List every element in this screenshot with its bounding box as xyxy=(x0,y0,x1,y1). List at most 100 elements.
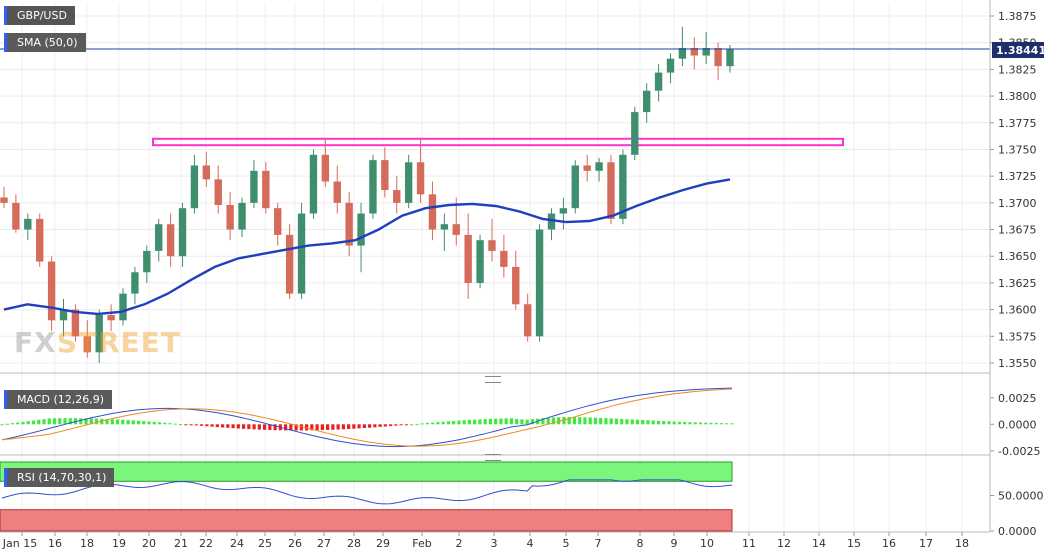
candle xyxy=(190,154,199,214)
candle-body xyxy=(476,240,484,283)
candle-body xyxy=(535,229,544,337)
candle xyxy=(274,202,282,246)
macd-histogram-bar xyxy=(268,424,272,430)
rsi-overbought-band xyxy=(0,461,733,482)
macd-histogram-bar xyxy=(520,419,524,425)
sma-path xyxy=(3,178,731,316)
pane-resize-handle-macd[interactable] xyxy=(485,376,501,383)
candle xyxy=(285,224,294,299)
rsi-bands xyxy=(0,461,733,532)
macd-axis: 0.0025 0.0000 -0.0025 xyxy=(990,392,1040,458)
candle xyxy=(428,181,437,241)
macd-histogram-bar xyxy=(588,417,592,425)
macd-histogram-bar xyxy=(68,418,72,425)
price-tick-label: 1.3650 xyxy=(998,250,1037,263)
time-tick-label: 18 xyxy=(80,537,94,550)
macd-histogram-bar xyxy=(52,418,57,425)
time-tick-label: 29 xyxy=(376,537,390,550)
candle-body xyxy=(571,165,579,209)
macd-histogram-bar xyxy=(425,422,429,425)
candle-body xyxy=(619,154,627,219)
candle xyxy=(535,224,544,342)
candle-body xyxy=(714,48,722,67)
candle xyxy=(155,218,163,262)
instrument-tag[interactable]: GBP/USD xyxy=(4,6,75,25)
macd-histogram-bar xyxy=(431,422,435,425)
macd-histogram-bar xyxy=(152,421,156,425)
time-tick-label: 4 xyxy=(527,537,534,550)
time-tick-label: 9 xyxy=(671,537,678,550)
macd-histogram-bar xyxy=(404,424,408,426)
macd-tag[interactable]: MACD (12,26,9) xyxy=(4,390,113,409)
macd-histogram-bar xyxy=(483,419,487,425)
candle-body xyxy=(369,160,377,214)
candle xyxy=(47,256,56,331)
macd-histogram-bar xyxy=(641,419,645,425)
candle xyxy=(0,186,8,209)
macd-histogram-bar xyxy=(541,418,545,425)
macd-histogram-bar xyxy=(289,424,293,431)
candle-body xyxy=(83,336,92,353)
macd-histogram-bar xyxy=(551,417,556,425)
macd-histogram-bar xyxy=(719,423,724,425)
candle xyxy=(59,298,68,337)
macd-histogram-bar xyxy=(473,419,477,425)
macd-histogram-bar xyxy=(257,424,261,430)
macd-histogram-bar xyxy=(336,424,340,430)
price-tick-label: 1.3575 xyxy=(998,330,1037,343)
macd-histogram-bar xyxy=(110,419,114,425)
time-tick-label: Jan 15 xyxy=(2,537,37,550)
time-axis: Jan 15 16 18 19 20 21 22 24 25 26 27 28 29 Feb 2 3 4 5 7 8 9… xyxy=(2,532,969,550)
macd-histogram-bar xyxy=(347,424,351,429)
candle xyxy=(345,192,353,257)
time-tick-label: 2 xyxy=(456,537,463,550)
macd-histogram-bar xyxy=(578,417,582,425)
candle xyxy=(12,194,20,233)
candle-body xyxy=(678,48,687,59)
macd-histogram-bar xyxy=(205,424,209,427)
macd-histogram-bar xyxy=(126,420,130,425)
candle-body xyxy=(274,208,282,235)
macd-histogram-bar xyxy=(16,422,20,425)
candle-body xyxy=(595,162,603,171)
pane-resize-handle-rsi[interactable] xyxy=(485,454,501,461)
candle-body xyxy=(345,202,353,246)
macd-histogram-bar xyxy=(226,424,230,428)
candle xyxy=(250,160,258,209)
time-tick-label: 14 xyxy=(812,537,826,550)
candle xyxy=(369,154,377,219)
rsi-tag[interactable]: RSI (14,70,30,1) xyxy=(4,468,115,487)
candle-body xyxy=(24,218,32,230)
macd-histogram-bar xyxy=(504,418,508,425)
macd-histogram-bar xyxy=(420,423,424,425)
macd-histogram-bar xyxy=(262,424,267,430)
macd-histogram-bar xyxy=(10,423,15,425)
macd-histogram-bar xyxy=(604,418,608,425)
macd-histogram-bar xyxy=(194,424,198,426)
time-tick-label: 3 xyxy=(491,537,498,550)
candle-body xyxy=(440,224,449,230)
macd-histogram-bar xyxy=(467,419,472,425)
macd-histogram-bar xyxy=(446,421,451,425)
macd-histogram-bar xyxy=(0,424,4,426)
macd-histogram-bar xyxy=(368,424,372,428)
macd-histogram-bar xyxy=(31,420,36,425)
macd-histogram-bar xyxy=(84,418,88,425)
candle-body xyxy=(416,162,425,195)
candle-body xyxy=(381,160,389,191)
candle-body xyxy=(47,261,56,321)
price-tick-label: 1.3600 xyxy=(998,304,1037,317)
macd-histogram-bar xyxy=(630,419,634,425)
candle xyxy=(321,138,330,187)
macd-histogram-bar xyxy=(252,424,256,430)
candle-body xyxy=(250,170,258,203)
sma-tag[interactable]: SMA (50,0) xyxy=(4,33,86,52)
time-tick-label: 16 xyxy=(48,537,62,550)
time-tick-label: 21 xyxy=(174,537,188,550)
macd-histogram-bar xyxy=(147,421,151,425)
candle-body xyxy=(119,293,127,321)
macd-histogram-bar xyxy=(157,422,162,425)
macd-histogram-bar xyxy=(220,424,225,428)
candle xyxy=(238,197,246,238)
rsi-plot xyxy=(1,479,733,505)
